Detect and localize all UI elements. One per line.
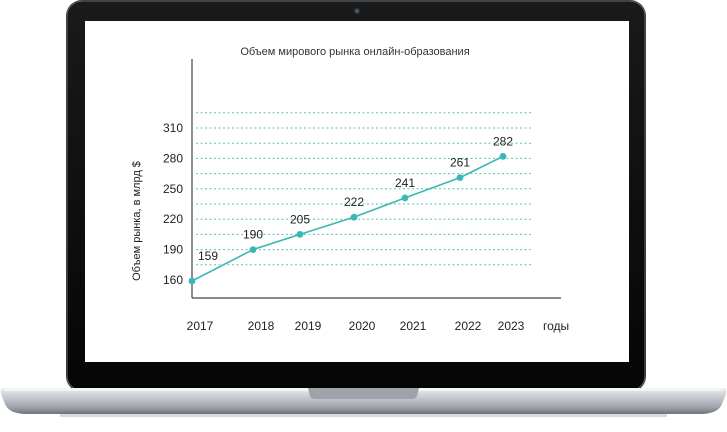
series-line — [188, 152, 507, 285]
x-tick-label: 2023 — [498, 319, 525, 333]
data-label: 222 — [344, 195, 364, 209]
grid-lines — [196, 112, 533, 266]
x-tick-label: 2017 — [187, 319, 214, 333]
data-label: 261 — [450, 156, 470, 170]
y-axis-label: Объем рынка, в млрд $ — [131, 161, 143, 281]
y-tick-label: 160 — [163, 273, 183, 287]
data-point — [188, 277, 196, 285]
y-tick-label: 250 — [163, 182, 183, 196]
data-label: 159 — [198, 249, 218, 263]
y-tick-label: 220 — [163, 212, 183, 226]
data-point — [456, 174, 464, 182]
laptop-notch — [308, 388, 419, 399]
y-tick-label: 280 — [163, 151, 183, 165]
laptop-base — [0, 388, 727, 414]
data-label: 282 — [493, 134, 513, 148]
data-point — [249, 246, 257, 254]
y-tick-labels: 160 190 220 250 280 310 — [163, 121, 183, 287]
x-tick-label: 2021 — [400, 319, 427, 333]
x-tick-label: 2022 — [455, 319, 482, 333]
axes — [191, 59, 561, 299]
data-point — [350, 213, 358, 221]
x-tick-label: 2020 — [349, 319, 376, 333]
data-label: 190 — [243, 228, 263, 242]
y-tick-label: 190 — [163, 243, 183, 257]
line-chart: Объем мирового рынка онлайн-образования … — [131, 46, 569, 333]
data-labels: 159 190 205 222 241 261 282 — [198, 134, 513, 263]
data-label: 241 — [395, 176, 415, 190]
x-axis-label: годы — [543, 319, 569, 333]
data-label: 205 — [290, 212, 310, 226]
chart-title: Объем мирового рынка онлайн-образования — [240, 46, 469, 58]
x-tick-label: 2019 — [295, 319, 322, 333]
y-tick-label: 310 — [163, 121, 183, 135]
series-polyline — [191, 155, 504, 282]
screen-display: Объем мирового рынка онлайн-образования … — [85, 21, 629, 362]
data-point — [296, 231, 304, 238]
x-tick-labels: 2017 2018 2019 2020 2021 2022 2023 — [187, 319, 525, 333]
x-tick-label: 2018 — [248, 319, 275, 333]
data-point — [499, 152, 507, 160]
data-point — [401, 194, 409, 202]
